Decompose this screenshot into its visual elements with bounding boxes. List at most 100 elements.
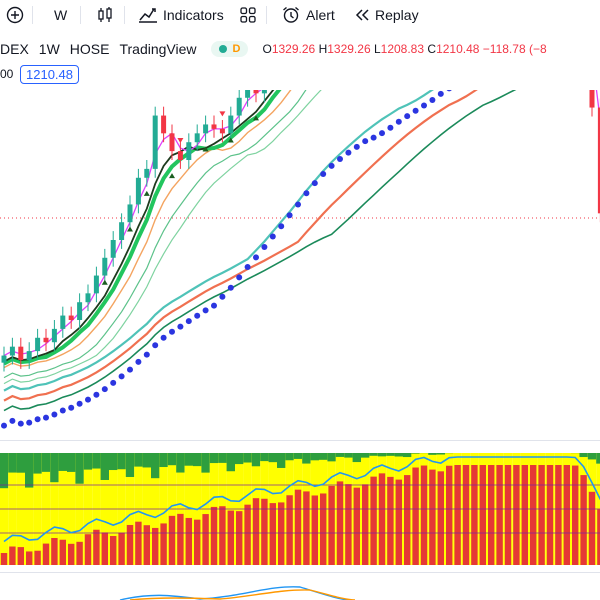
sma-dot	[362, 138, 369, 145]
indicators-button[interactable]: Indicators	[138, 4, 224, 26]
candle-down	[43, 337, 49, 343]
osc-bar	[42, 543, 50, 565]
indicators-label: Indicators	[163, 7, 224, 23]
osc-bar	[219, 506, 226, 565]
toolbar-separator	[32, 6, 33, 24]
osc-bar	[26, 551, 33, 565]
sma-dot	[236, 274, 243, 281]
sma-dot	[135, 358, 142, 365]
osc-green-segment	[361, 453, 370, 458]
osc-bar	[59, 539, 66, 565]
ema-black	[3, 90, 275, 363]
oscillator-pane[interactable]	[0, 453, 600, 565]
alert-button[interactable]: Alert	[281, 4, 335, 26]
candle-up	[144, 168, 150, 178]
candle-down	[177, 151, 183, 160]
sma-dot	[303, 190, 310, 197]
candle-up	[152, 115, 158, 169]
osc-bar	[110, 535, 117, 565]
open-label: O	[262, 42, 272, 56]
ma-long-dark-green	[3, 90, 517, 412]
compare-symbol-button[interactable]	[6, 4, 24, 26]
chart-style-button[interactable]	[96, 4, 114, 26]
osc-bar	[126, 524, 134, 565]
price-chart[interactable]	[0, 90, 600, 440]
osc-bar	[9, 546, 16, 565]
candle-down	[597, 107, 600, 214]
osc-green-segment	[268, 453, 277, 463]
candle-up	[26, 351, 32, 360]
osc-green-segment	[193, 453, 202, 467]
osc-bar	[496, 465, 503, 565]
pane-separator[interactable]	[0, 440, 600, 441]
sma-dot	[320, 171, 327, 177]
osc-bar	[51, 538, 58, 565]
market-status-badge[interactable]: D	[210, 41, 249, 57]
osc-bar	[311, 495, 318, 565]
symbol-name[interactable]: DEX	[0, 41, 29, 57]
oscillator-signal-line	[3, 456, 600, 543]
sma-dot	[43, 414, 49, 421]
layout-button[interactable]	[239, 4, 257, 26]
sma-dot	[26, 419, 33, 426]
toolbar-separator	[124, 6, 125, 24]
candle-up	[102, 257, 108, 276]
osc-green-segment	[596, 453, 600, 464]
interval-button[interactable]: W	[54, 4, 67, 26]
osc-green-segment	[92, 453, 101, 469]
sma-dot	[379, 130, 385, 137]
bar-style-icon	[98, 7, 112, 22]
osc-green-segment	[335, 453, 345, 457]
sma-dot	[68, 404, 75, 411]
osc-green-segment	[125, 453, 135, 477]
candle-up	[127, 204, 133, 223]
sma-dot	[194, 312, 201, 319]
osc-green-segment	[579, 453, 588, 458]
close-label: C	[427, 42, 437, 56]
sma-dot	[370, 134, 377, 141]
osc-green-segment	[319, 453, 328, 460]
candle-up	[186, 142, 192, 160]
osc-green-segment	[302, 453, 311, 464]
osc-green-segment	[226, 453, 235, 472]
candle-up	[194, 133, 200, 143]
sma-dot	[395, 118, 402, 125]
osc-bar	[446, 465, 453, 565]
high-label: H	[318, 42, 328, 56]
osc-green-segment	[377, 453, 387, 457]
candle-down	[161, 115, 167, 134]
osc-bar	[404, 475, 411, 565]
osc-bar	[0, 553, 8, 565]
oscillator-bars	[0, 465, 600, 565]
sma-dot	[101, 386, 108, 393]
osc-bar	[194, 519, 201, 565]
sma-dot	[278, 223, 285, 230]
sma-dot	[169, 328, 175, 335]
legend-interval: 1W	[38, 41, 60, 57]
candle-up	[93, 275, 99, 294]
pane-separator[interactable]	[0, 572, 600, 573]
candle-down	[589, 90, 595, 108]
sma-dot	[93, 391, 100, 398]
lower-indicator-pane[interactable]	[0, 573, 600, 600]
osc-bar	[546, 465, 554, 565]
osc-bar	[76, 541, 83, 565]
replay-button[interactable]: Replay	[354, 4, 419, 26]
sma-dot	[143, 351, 150, 358]
osc-green-segment	[218, 453, 227, 463]
sma-dot	[311, 180, 318, 187]
alert-label: Alert	[306, 7, 335, 23]
osc-green-segment	[209, 453, 219, 464]
osc-bar	[597, 509, 600, 565]
candle-down	[18, 346, 24, 360]
osc-green-segment	[83, 453, 93, 470]
buy-signal-icon	[143, 190, 150, 196]
osc-bar	[387, 476, 394, 565]
osc-bar	[168, 515, 176, 565]
sma-dot	[286, 212, 293, 219]
sma-dot	[244, 264, 251, 270]
osc-green-segment	[109, 453, 118, 471]
sma-dot	[412, 107, 419, 114]
osc-bar	[588, 491, 596, 565]
osc-green-segment	[159, 453, 168, 468]
